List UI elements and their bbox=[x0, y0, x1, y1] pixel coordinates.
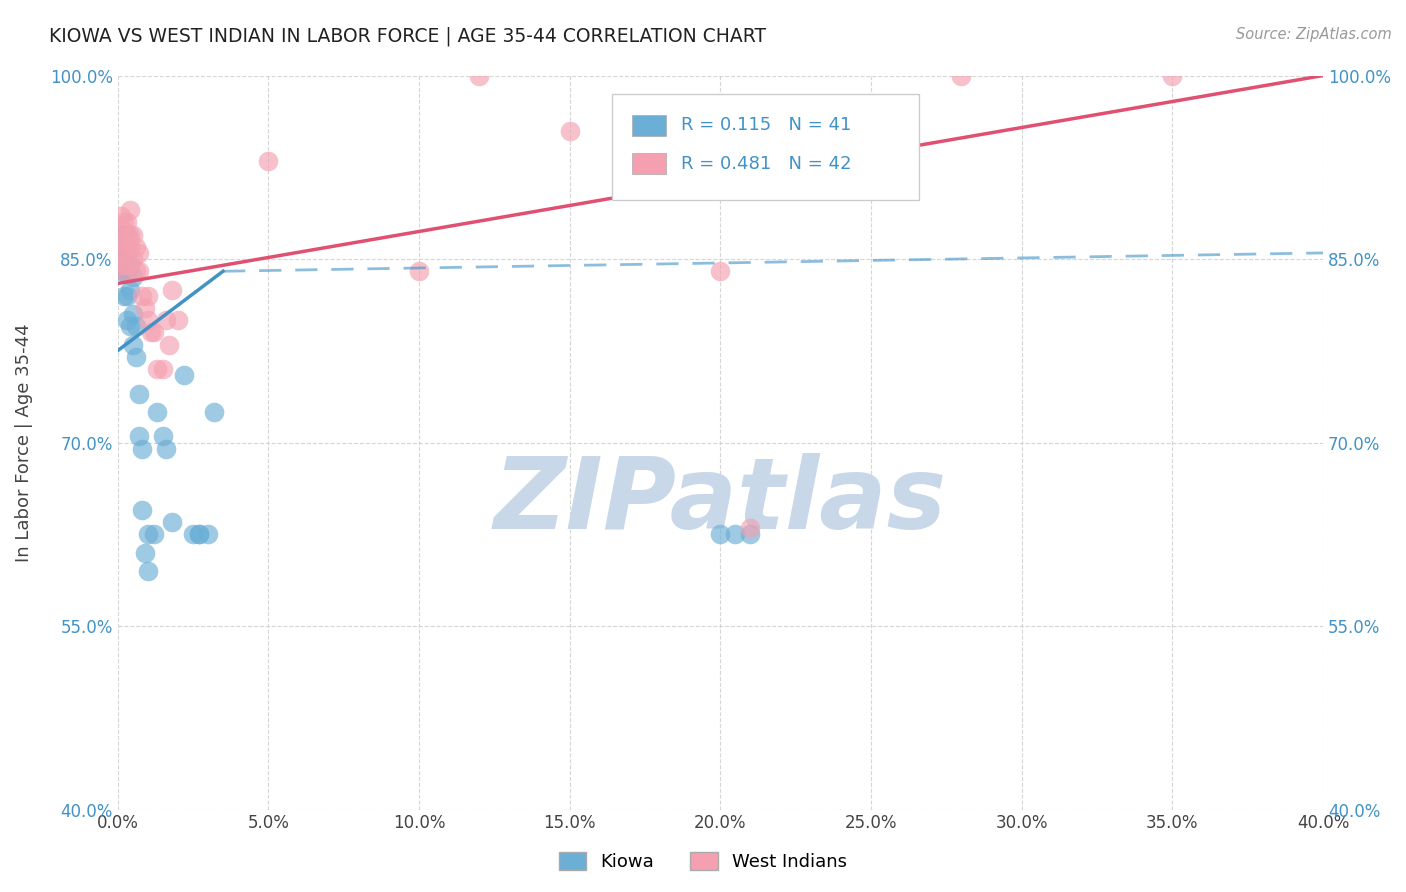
Point bbox=[131, 289, 153, 303]
Point bbox=[118, 240, 141, 254]
Point bbox=[740, 521, 762, 535]
Legend: Kiowa, West Indians: Kiowa, West Indians bbox=[551, 845, 855, 879]
FancyBboxPatch shape bbox=[612, 94, 920, 201]
Point bbox=[136, 564, 159, 578]
Text: R = 0.115   N = 41: R = 0.115 N = 41 bbox=[681, 117, 851, 135]
Point bbox=[110, 221, 132, 235]
Point bbox=[124, 264, 146, 278]
Point bbox=[131, 442, 153, 456]
Point bbox=[202, 405, 225, 419]
Point bbox=[128, 264, 150, 278]
Point bbox=[187, 527, 209, 541]
Point bbox=[134, 546, 156, 560]
Text: R = 0.481   N = 42: R = 0.481 N = 42 bbox=[681, 154, 851, 173]
Point bbox=[558, 123, 581, 137]
Point bbox=[118, 258, 141, 272]
Text: KIOWA VS WEST INDIAN IN LABOR FORCE | AGE 35-44 CORRELATION CHART: KIOWA VS WEST INDIAN IN LABOR FORCE | AG… bbox=[49, 27, 766, 46]
Point bbox=[112, 289, 135, 303]
Point bbox=[128, 246, 150, 260]
Point bbox=[166, 313, 188, 327]
Point bbox=[112, 246, 135, 260]
Point bbox=[121, 307, 143, 321]
Point bbox=[155, 313, 177, 327]
FancyBboxPatch shape bbox=[633, 115, 666, 136]
Point bbox=[115, 240, 138, 254]
Point bbox=[115, 313, 138, 327]
Point bbox=[124, 319, 146, 334]
Point bbox=[115, 227, 138, 242]
Point bbox=[152, 362, 174, 376]
Point bbox=[112, 264, 135, 278]
Point bbox=[139, 326, 162, 340]
Point bbox=[134, 301, 156, 315]
Point bbox=[118, 227, 141, 242]
Point bbox=[118, 283, 141, 297]
Point bbox=[115, 264, 138, 278]
Point bbox=[257, 154, 280, 169]
Point bbox=[115, 215, 138, 229]
Point bbox=[118, 319, 141, 334]
Point bbox=[1161, 69, 1184, 83]
Point bbox=[187, 527, 209, 541]
Point bbox=[145, 405, 167, 419]
Point bbox=[160, 283, 183, 297]
Point bbox=[157, 337, 180, 351]
Point bbox=[121, 270, 143, 285]
Point bbox=[110, 234, 132, 248]
Point bbox=[136, 289, 159, 303]
Point bbox=[115, 227, 138, 242]
Point bbox=[112, 264, 135, 278]
Point bbox=[115, 246, 138, 260]
Point bbox=[173, 368, 195, 383]
Point bbox=[709, 264, 731, 278]
Point bbox=[112, 227, 135, 242]
Point bbox=[197, 527, 219, 541]
FancyBboxPatch shape bbox=[633, 153, 666, 174]
Point bbox=[121, 252, 143, 266]
Point bbox=[128, 429, 150, 443]
Point bbox=[136, 527, 159, 541]
Point bbox=[468, 69, 491, 83]
Text: Source: ZipAtlas.com: Source: ZipAtlas.com bbox=[1236, 27, 1392, 42]
Point bbox=[110, 264, 132, 278]
Point bbox=[408, 264, 430, 278]
Point bbox=[709, 527, 731, 541]
Point bbox=[110, 246, 132, 260]
Point bbox=[112, 234, 135, 248]
Point bbox=[110, 209, 132, 223]
Point bbox=[110, 246, 132, 260]
Point bbox=[142, 326, 165, 340]
Point bbox=[740, 527, 762, 541]
Point bbox=[115, 258, 138, 272]
Point bbox=[136, 313, 159, 327]
Text: ZIPatlas: ZIPatlas bbox=[494, 453, 946, 549]
Point bbox=[152, 429, 174, 443]
Point bbox=[131, 503, 153, 517]
Y-axis label: In Labor Force | Age 35-44: In Labor Force | Age 35-44 bbox=[15, 323, 32, 562]
Point bbox=[112, 246, 135, 260]
Point bbox=[142, 527, 165, 541]
Point bbox=[124, 240, 146, 254]
Point bbox=[115, 289, 138, 303]
Point bbox=[112, 215, 135, 229]
Point bbox=[155, 442, 177, 456]
Point bbox=[121, 227, 143, 242]
Point bbox=[118, 203, 141, 218]
Point bbox=[181, 527, 204, 541]
Point bbox=[124, 350, 146, 364]
Point bbox=[110, 258, 132, 272]
Point bbox=[724, 527, 747, 541]
Point bbox=[160, 515, 183, 529]
Point bbox=[121, 337, 143, 351]
Point bbox=[145, 362, 167, 376]
Point bbox=[128, 386, 150, 401]
Point bbox=[950, 69, 973, 83]
Point bbox=[110, 227, 132, 242]
